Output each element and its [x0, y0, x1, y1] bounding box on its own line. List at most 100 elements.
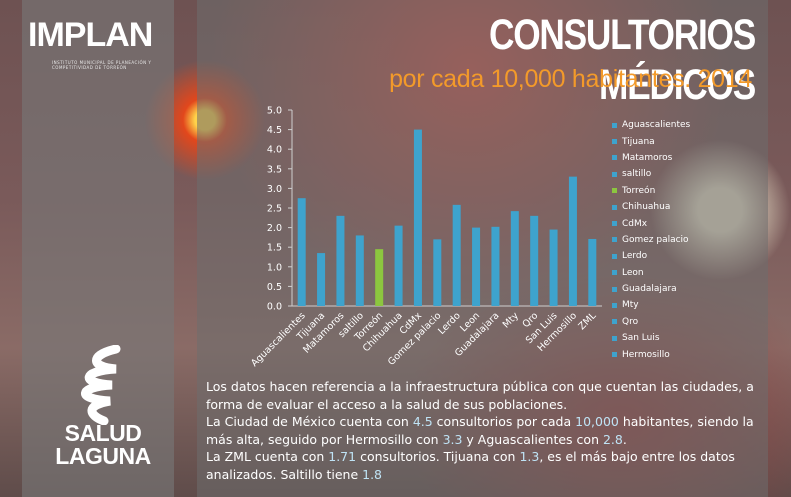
description-p3c: , es el más bajo entre los datos analiza… [206, 449, 735, 482]
legend-swatch [612, 253, 617, 259]
y-tick-label: 3.5 [267, 164, 282, 175]
legend-item: Leon [612, 265, 762, 281]
y-tick-label: 2.5 [267, 204, 282, 215]
legend-label: Qro [622, 316, 639, 327]
legend-label: San Luis [622, 333, 660, 344]
description-p3a: La ZML cuenta con [206, 449, 329, 465]
legend-swatch [612, 319, 617, 325]
bar-hermosillo [568, 176, 577, 306]
legend-swatch [612, 335, 617, 341]
bar-torre-n [375, 249, 384, 306]
legend-label: Mty [622, 300, 639, 311]
legend-item: CdMx [612, 215, 762, 231]
legend-item: Qro [612, 314, 762, 330]
description-p2b: consultorios por cada [432, 414, 576, 430]
description-p2e: . [622, 431, 627, 447]
bar-chihuahua [394, 225, 403, 306]
description-p1: Los datos hacen referencia a la infraest… [206, 379, 754, 412]
y-tick-label: 1.5 [267, 243, 282, 254]
bar-cdmx [413, 129, 422, 306]
legend-swatch [612, 237, 617, 243]
legend-item: Aguascalientes [612, 117, 762, 133]
legend-swatch [612, 188, 617, 194]
bar-san-luis [549, 229, 558, 306]
page-subtitle: por cada 10,000 habitantes. 2014 [389, 65, 752, 93]
legend-swatch [612, 122, 617, 128]
implan-logo: IMPLAN [28, 16, 153, 54]
legend-item: Gomez palacio [612, 232, 762, 248]
x-tick-label: Mty [501, 310, 521, 330]
legend-item: Matamoros [612, 150, 762, 166]
implan-logo-subtitle: INSTITUTO MUNICIPAL DE PLANEACIÓN Y COMP… [52, 60, 152, 70]
value-habitantes: 10,000 [575, 414, 619, 430]
legend-label: Leon [622, 267, 644, 278]
legend-swatch [612, 204, 617, 210]
legend-label: Gomez palacio [622, 234, 689, 245]
legend-swatch [612, 139, 617, 145]
legend-label: Guadalajara [622, 284, 677, 295]
chart-legend: Aguascalientes Tijuana Matamoros saltillo To… [612, 117, 762, 363]
bar-gomez-palacio [433, 239, 442, 306]
legend-swatch [612, 270, 617, 276]
y-tick-label: 2.0 [267, 223, 282, 234]
y-tick-label: 3.0 [267, 184, 282, 195]
value-zml: 1.71 [328, 449, 357, 465]
legend-item: Guadalajara [612, 281, 762, 297]
bar-guadalajara [491, 226, 500, 306]
salud-laguna-wave-icon [81, 345, 121, 425]
bar-mty [510, 211, 519, 306]
x-tick-label: Lerdo [436, 310, 463, 337]
bar-qro [530, 215, 539, 306]
legend-item: Mty [612, 297, 762, 313]
legend-item: Hermosillo [612, 346, 762, 362]
description-text: Los datos hacen referencia a la infraest… [206, 378, 766, 484]
value-hermosillo: 3.3 [442, 431, 463, 447]
y-tick-label: 4.0 [267, 145, 282, 156]
value-aguascalientes: 2.8 [602, 431, 623, 447]
bar-leon [472, 227, 481, 306]
y-tick-label: 0.5 [267, 282, 282, 293]
y-tick-label: 1.0 [267, 262, 282, 273]
legend-label: Matamoros [622, 152, 673, 163]
bar-chart: 5.04.54.03.53.02.52.01.51.00.50.0Aguasca… [249, 106, 602, 369]
bar-zml [588, 238, 597, 306]
value-tijuana: 1.3 [519, 449, 540, 465]
legend-swatch [612, 221, 617, 227]
legend-label: saltillo [622, 169, 652, 180]
page-title: CONSULTORIOS MÉDICOS [488, 11, 756, 109]
description-p2d: y Aguascalientes con [462, 431, 603, 447]
salud-laguna-logo: SALUD LAGUNA [38, 422, 168, 468]
legend-label: CdMx [622, 218, 648, 229]
legend-label: Torreón [622, 185, 656, 196]
legend-swatch [612, 352, 617, 358]
legend-item: saltillo [612, 166, 762, 182]
bar-aguascalientes [297, 198, 306, 306]
legend-label: Hermosillo [622, 349, 670, 360]
legend-item: Tijuana [612, 133, 762, 149]
legend-swatch [612, 171, 617, 177]
y-tick-label: 0.0 [267, 302, 282, 313]
salud-logo-line2: LAGUNA [55, 443, 151, 469]
bar-lerdo [452, 204, 461, 306]
bar-matamoros [336, 215, 345, 306]
legend-swatch [612, 155, 617, 161]
legend-item: Lerdo [612, 248, 762, 264]
legend-item: Torreón [612, 183, 762, 199]
legend-label: Tijuana [622, 136, 655, 147]
description-p3b: consultorios. Tijuana con [356, 449, 520, 465]
legend-item: Chihuahua [612, 199, 762, 215]
legend-swatch [612, 302, 617, 308]
bar-saltillo [355, 235, 364, 306]
x-tick-label: ZML [577, 310, 599, 332]
value-cdmx: 4.5 [412, 414, 433, 430]
legend-label: Aguascalientes [622, 120, 691, 131]
bar-tijuana [317, 253, 326, 306]
y-tick-label: 5.0 [267, 106, 282, 117]
legend-item: San Luis [612, 330, 762, 346]
legend-swatch [612, 286, 617, 292]
description-p2c: habitantes, siendo la más alta, seguido … [206, 414, 754, 447]
legend-label: Chihuahua [622, 202, 671, 213]
value-saltillo: 1.8 [362, 466, 383, 482]
y-tick-label: 4.5 [267, 125, 282, 136]
description-p2a: La Ciudad de México cuenta con [206, 414, 413, 430]
